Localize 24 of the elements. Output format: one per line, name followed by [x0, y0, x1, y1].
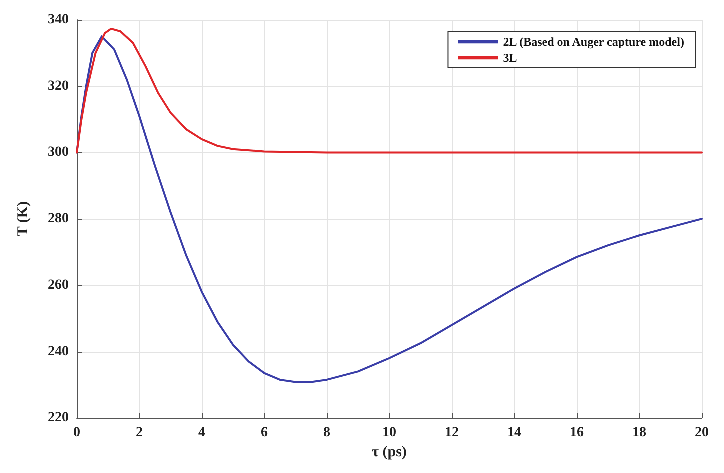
y-tick-label: 220	[48, 410, 69, 426]
line-series	[76, 36, 703, 384]
x-tick-label: 4	[198, 426, 206, 441]
x-tick-label: 10	[382, 426, 396, 441]
y-tick-label: 240	[48, 344, 69, 360]
y-tick-label: 260	[48, 278, 69, 293]
x-axis-title: τ (ps)	[372, 444, 407, 460]
line-series	[76, 28, 703, 154]
x-tick-label: 14	[508, 426, 522, 441]
y-tick-label: 340	[48, 12, 69, 28]
y-axis-title: T (K)	[16, 201, 32, 237]
legend-label: 2L (Based on Auger capture model)	[503, 35, 684, 49]
x-tick-label: 16	[570, 426, 584, 441]
y-tick-label: 300	[48, 145, 69, 160]
legend-label: 3L	[503, 51, 518, 65]
x-tick-label: 20	[695, 426, 709, 441]
x-tick-label: 18	[632, 426, 646, 441]
y-tick-label: 320	[48, 78, 69, 94]
y-tick-label: 280	[48, 212, 69, 227]
x-tick-label: 6	[261, 426, 268, 441]
x-tick-label: 8	[324, 426, 330, 441]
x-tick-label: 12	[445, 426, 459, 441]
x-tick-label: 0	[74, 426, 80, 441]
x-tick-label: 2	[136, 426, 143, 441]
